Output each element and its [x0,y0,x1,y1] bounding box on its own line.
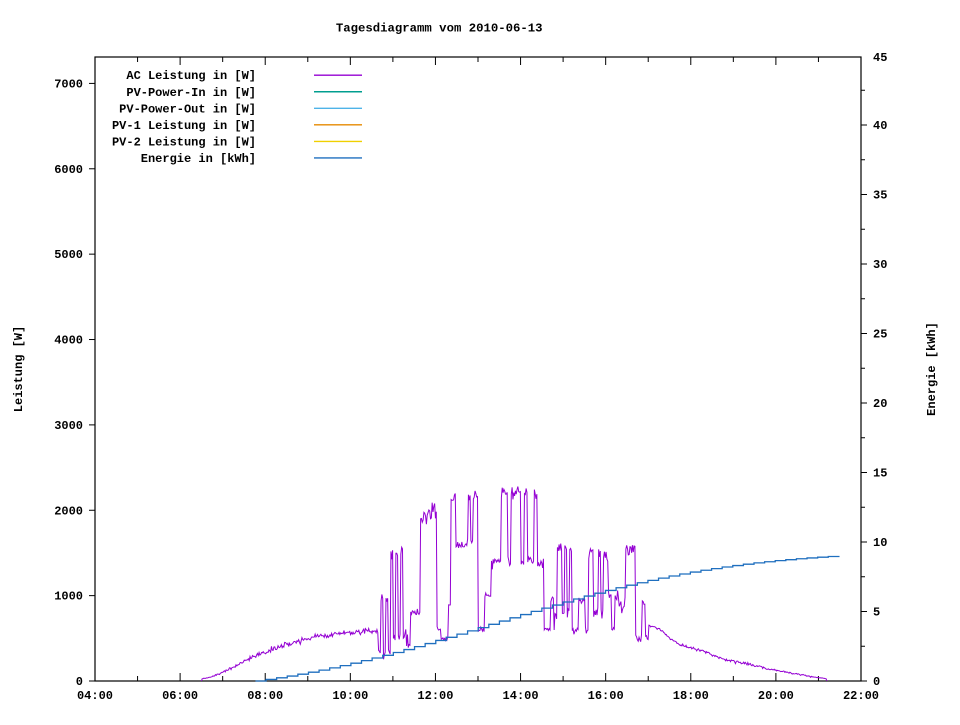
svg-text:6000: 6000 [54,163,83,177]
svg-text:PV-Power-In in [W]: PV-Power-In in [W] [126,86,256,100]
svg-text:20:00: 20:00 [758,689,794,703]
svg-text:5: 5 [873,606,880,620]
svg-text:15: 15 [873,467,887,481]
svg-text:16:00: 16:00 [588,689,624,703]
svg-text:45: 45 [873,51,887,65]
svg-text:AC Leistung in [W]: AC Leistung in [W] [126,69,256,83]
svg-text:30: 30 [873,258,887,272]
svg-text:1000: 1000 [54,590,83,604]
svg-text:Leistung [W]: Leistung [W] [12,326,26,412]
svg-text:4000: 4000 [54,334,83,348]
svg-text:5000: 5000 [54,248,83,262]
svg-text:14:00: 14:00 [503,689,539,703]
svg-text:10:00: 10:00 [332,689,368,703]
svg-text:04:00: 04:00 [77,689,113,703]
svg-text:06:00: 06:00 [162,689,198,703]
svg-text:0: 0 [873,675,880,689]
svg-text:25: 25 [873,328,887,342]
svg-text:18:00: 18:00 [673,689,709,703]
svg-text:08:00: 08:00 [247,689,283,703]
svg-text:PV-2 Leistung in [W]: PV-2 Leistung in [W] [112,135,256,149]
svg-text:Energie in [kWh]: Energie in [kWh] [141,152,256,166]
svg-text:3000: 3000 [54,419,83,433]
svg-text:12:00: 12:00 [417,689,453,703]
svg-text:40: 40 [873,119,887,133]
svg-text:7000: 7000 [54,77,83,91]
svg-text:20: 20 [873,397,887,411]
svg-text:Tagesdiagramm vom 2010-06-13: Tagesdiagramm vom 2010-06-13 [336,22,543,36]
svg-text:35: 35 [873,189,887,203]
svg-text:Energie [kWh]: Energie [kWh] [925,322,939,416]
svg-text:10: 10 [873,536,887,550]
svg-text:2000: 2000 [54,504,83,518]
svg-text:PV-1 Leistung in [W]: PV-1 Leistung in [W] [112,119,256,133]
svg-text:0: 0 [76,675,83,689]
svg-text:22:00: 22:00 [843,689,879,703]
svg-text:PV-Power-Out in [W]: PV-Power-Out in [W] [119,102,256,116]
